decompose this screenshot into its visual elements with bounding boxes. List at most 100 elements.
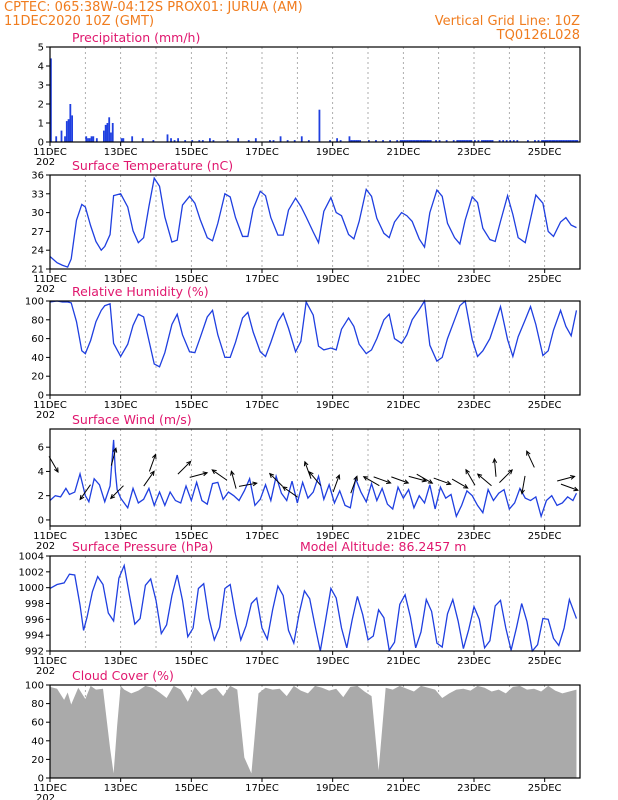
pressure-series-line (49, 563, 578, 653)
wind-vector-head (54, 467, 59, 473)
cloud-cover-ytick-label: 80 (31, 699, 44, 710)
wind-vector-head (476, 473, 483, 479)
cloud-cover-xtick-label: 15DEC (174, 783, 208, 794)
precipitation-bar (412, 140, 414, 142)
precipitation-bar (417, 140, 420, 142)
precipitation-bar (468, 140, 471, 142)
cloud-cover-frame (49, 684, 581, 779)
pressure-xtick-label: 17DEC (245, 656, 279, 667)
pressure-xtick-label: 11DEC (33, 656, 67, 667)
wind-xtick-label: 19DEC (316, 531, 350, 542)
precipitation-bar (247, 140, 250, 142)
precipitation-bar (353, 140, 356, 142)
wind-vector (332, 474, 341, 493)
precipitation-bar (286, 140, 289, 142)
wind-vector-shaft (408, 475, 427, 482)
wind-vector-shaft (526, 450, 535, 468)
header-code: TQ0126L028 (496, 28, 580, 43)
humidity-xtick-label: 17DEC (245, 400, 279, 411)
pressure-ytick-label: 996 (25, 615, 44, 626)
wind-vector (79, 484, 91, 501)
precipitation-bar (445, 140, 448, 142)
precipitation-bar (458, 140, 460, 142)
precipitation-bar (576, 140, 579, 142)
precipitation-bar (272, 140, 275, 142)
precipitation-bar (541, 140, 543, 142)
precipitation-bar (572, 140, 575, 142)
wind-vector-head (526, 450, 531, 456)
precipitation-bar (368, 140, 370, 142)
pressure-ytick-label: 1004 (19, 552, 44, 563)
header-location: CPTEC: 065:38W-04:12S PROX01: JURUA (AM) (4, 0, 303, 15)
wind-vector (143, 470, 155, 487)
pressure-ytick-label: 992 (25, 647, 44, 658)
pressure-xtick-label: 15DEC (174, 656, 208, 667)
wind-vector (109, 485, 124, 500)
precipitation-bar (237, 138, 240, 142)
wind-vector-head (427, 479, 434, 484)
wind-xtick-label: 15DEC (174, 531, 208, 542)
wind-title: Surface Wind (m/s) (72, 412, 192, 427)
precipitation-bar (405, 140, 407, 142)
humidity-panel: 0 20 40 60 80 100 11DEC 13DEC 15DEC 17DEC 19DEC 21D… (25, 284, 581, 421)
precipitation-bar (60, 130, 63, 142)
precipitation-bar (103, 130, 105, 142)
precipitation-bar (69, 104, 72, 142)
precipitation-bar (339, 140, 342, 142)
precipitation-bar (555, 140, 558, 142)
precipitation-bar (413, 140, 416, 142)
temperature-frame (49, 174, 581, 270)
precipitation-bar (419, 140, 422, 142)
wind-vector-head (109, 494, 116, 500)
wind-vector (238, 481, 258, 487)
wind-vector-shaft (143, 471, 155, 487)
cloud-cover-xtick-label: 25DEC (528, 783, 562, 794)
wind-vector-shaft (433, 477, 451, 485)
wind-vector-head (446, 480, 452, 486)
precipitation-bar (421, 140, 423, 142)
wind-vector-shaft (557, 475, 575, 482)
humidity-xtick-label: 19DEC (316, 400, 350, 411)
wind-vector (526, 450, 535, 468)
humidity-year-label: 202 (36, 410, 55, 421)
pressure-ytick-label: 1002 (19, 567, 44, 578)
pressure-ytick-label: 998 (25, 599, 44, 610)
cloud-cover-xtick-label: 19DEC (316, 783, 350, 794)
precipitation-ytick-label: 1 (38, 119, 44, 130)
temperature-xtick-label: 21DEC (386, 274, 420, 285)
wind-frame (49, 428, 581, 527)
precipitation-bar (456, 140, 459, 142)
temperature-xtick-label: 11DEC (33, 274, 67, 285)
pressure-ytick-label: 1000 (19, 583, 44, 594)
precipitation-ytick-label: 5 (38, 43, 44, 54)
temperature-ytick-label: 24 (31, 246, 44, 257)
precipitation-bar (95, 138, 98, 142)
temperature-ytick-label: 21 (31, 265, 44, 276)
pressure-xtick-label: 23DEC (457, 656, 491, 667)
precipitation-bar (537, 140, 540, 142)
humidity-xtick-label: 13DEC (104, 400, 138, 411)
wind-vector-shaft (477, 473, 492, 487)
precipitation-bar (463, 140, 466, 142)
cloud-cover-title: Cloud Cover (%) (72, 668, 174, 683)
temperature-xtick-label: 19DEC (316, 274, 350, 285)
precipitation-bar (438, 140, 441, 142)
precipitation-bar (534, 140, 536, 142)
wind-vector-shaft (211, 469, 228, 481)
precipitation-bar (435, 140, 437, 142)
wind-vector (308, 470, 322, 486)
wind-vector-head (570, 475, 576, 480)
precipitation-bar (293, 140, 296, 142)
precipitation-bar (88, 138, 91, 142)
temperature-xtick-label: 23DEC (457, 274, 491, 285)
precipitation-bar (571, 140, 573, 142)
precipitation-bar (491, 140, 494, 142)
precipitation-bar (505, 140, 508, 142)
precipitation-bar (201, 140, 204, 142)
precipitation-bar (482, 140, 485, 142)
precipitation-bar (108, 117, 111, 142)
precipitation-bar (355, 140, 358, 142)
precipitation-bar (548, 140, 550, 142)
wind-xtick-label: 11DEC (33, 531, 67, 542)
precipitation-ytick-label: 2 (38, 100, 44, 111)
